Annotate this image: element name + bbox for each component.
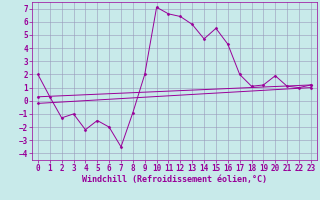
X-axis label: Windchill (Refroidissement éolien,°C): Windchill (Refroidissement éolien,°C) (82, 175, 267, 184)
